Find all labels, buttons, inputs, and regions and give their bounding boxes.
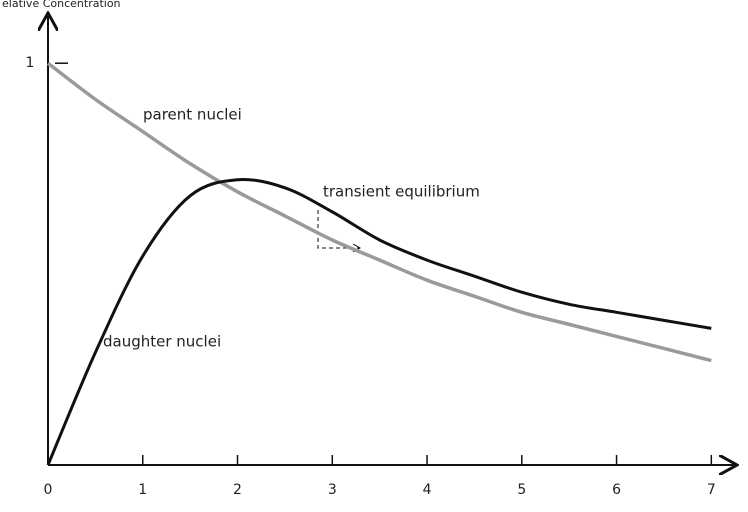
x-tick-label: 3 <box>328 482 337 498</box>
x-tick-label: 5 <box>517 482 526 498</box>
x-tick-label: 4 <box>423 482 432 498</box>
line <box>46 177 712 466</box>
series-label: daughter nuclei <box>103 333 221 351</box>
annotation: transient equilibrium <box>323 183 480 201</box>
y-tick-label: 1 <box>26 55 35 71</box>
x-tick-label: 2 <box>233 482 242 498</box>
x-tick-label: 1 <box>138 482 147 498</box>
annotation-arrow <box>317 210 360 248</box>
line <box>46 61 712 363</box>
x-tick-label: 0 <box>44 482 53 498</box>
y-axis-label: elative Concentration <box>2 0 121 10</box>
x-tick-label: 7 <box>707 482 716 498</box>
x-tick-label: 6 <box>612 482 621 498</box>
series-label: parent nuclei <box>143 106 242 124</box>
